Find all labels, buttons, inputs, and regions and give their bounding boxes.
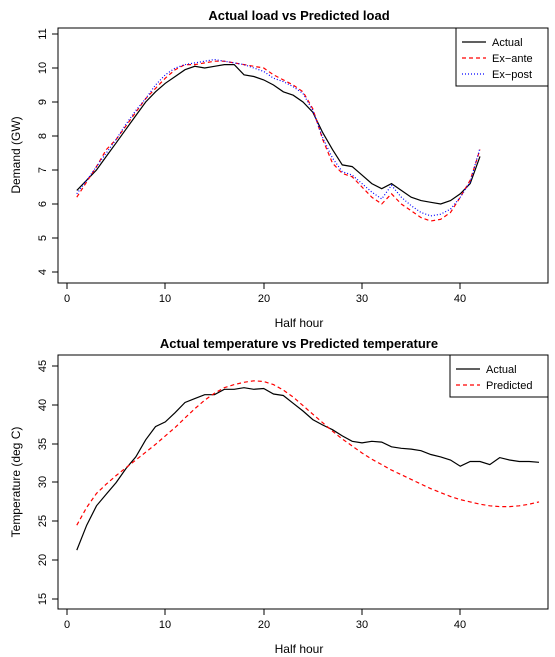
load-series-line-0 (76, 63, 481, 205)
temperature-legend-label-actual: Actual (486, 364, 517, 376)
load-y-tick-label: 9 (37, 99, 49, 105)
load-y-tick-label: 6 (37, 201, 49, 207)
temperature-series-line-0 (76, 387, 540, 551)
temperature-y-tick-label: 40 (37, 399, 49, 411)
temperature-y-tick-label: 30 (37, 476, 49, 488)
load-legend: Actual Ex−ante Ex−post (455, 27, 549, 87)
temperature-legend-label-predicted: Predicted (486, 380, 532, 392)
temperature-legend-box (449, 354, 549, 398)
temperature-x-axis: 0 10 20 30 40 (64, 608, 466, 631)
load-legend-box (455, 27, 549, 87)
load-x-axis: 0 10 20 30 40 (64, 282, 466, 305)
temperature-y-axis-label: Temperature (deg C) (9, 427, 23, 538)
temperature-y-tick-label: 20 (37, 554, 49, 566)
load-y-tick-label: 7 (37, 167, 49, 173)
load-chart: Actual load vs Predicted load 0 10 20 30… (9, 8, 549, 330)
load-legend-label-ex-ante: Ex−ante (492, 53, 533, 65)
load-y-tick-label: 11 (37, 28, 49, 39)
load-y-axis-label: Demand (GW) (9, 116, 23, 193)
temperature-y-axis: 15 20 25 30 35 40 45 (37, 360, 59, 605)
temperature-x-tick-label: 30 (356, 619, 368, 631)
temperature-series-line-1 (76, 380, 540, 526)
temperature-x-axis-label: Half hour (275, 642, 324, 656)
load-x-tick-label: 0 (64, 293, 70, 305)
temperature-series-group (76, 380, 540, 551)
load-y-axis: 4 5 6 7 8 9 10 11 (37, 28, 59, 275)
temperature-legend: Actual Predicted (449, 354, 549, 398)
load-x-axis-label: Half hour (275, 316, 324, 330)
temperature-x-tick-label: 10 (159, 619, 171, 631)
temperature-chart: Actual temperature vs Predicted temperat… (9, 336, 549, 656)
load-x-tick-label: 40 (454, 293, 466, 305)
temperature-y-tick-label: 25 (37, 515, 49, 527)
load-y-tick-label: 4 (37, 269, 49, 275)
load-legend-label-ex-post: Ex−post (492, 69, 532, 81)
load-x-tick-label: 30 (356, 293, 368, 305)
load-series-line-2 (76, 58, 481, 217)
load-series-group (76, 58, 481, 222)
load-legend-label-actual: Actual (492, 37, 523, 49)
load-y-tick-label: 8 (37, 133, 49, 139)
temperature-y-tick-label: 15 (37, 593, 49, 605)
temperature-y-tick-label: 35 (37, 438, 49, 450)
load-x-tick-label: 10 (159, 293, 171, 305)
load-y-tick-label: 5 (37, 235, 49, 241)
temperature-x-tick-label: 20 (258, 619, 270, 631)
temperature-x-tick-label: 0 (64, 619, 70, 631)
temperature-x-tick-label: 40 (454, 619, 466, 631)
load-chart-title: Actual load vs Predicted load (208, 8, 389, 23)
load-series-line-1 (76, 60, 481, 222)
temperature-chart-title: Actual temperature vs Predicted temperat… (160, 336, 438, 351)
load-y-tick-label: 10 (37, 62, 49, 74)
temperature-y-tick-label: 45 (37, 360, 49, 372)
load-x-tick-label: 20 (258, 293, 270, 305)
